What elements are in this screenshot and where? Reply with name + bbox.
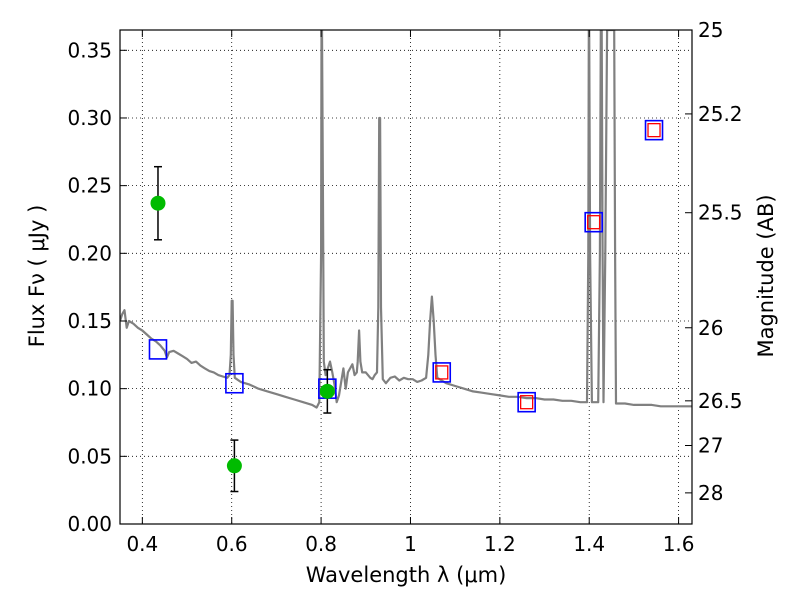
right-axis-title: Magnitude (AB)	[754, 194, 778, 357]
model-band-inner-square	[587, 215, 601, 230]
axes-frame	[119, 29, 693, 525]
y-tick-label: 0.30	[67, 106, 112, 130]
model-band-inner-square	[435, 365, 449, 380]
plot-area	[120, 30, 692, 493]
right-tick-label: 26	[698, 316, 723, 340]
x-tick-label: 0.8	[305, 532, 337, 556]
right-tick-label: 25.5	[698, 201, 743, 225]
right-tick-label: 28	[698, 481, 723, 505]
right-tick-label: 25	[698, 18, 723, 42]
y-tick-label: 0.05	[67, 444, 112, 468]
y-tick-label: 0.20	[67, 241, 112, 265]
x-tick-label: 0.4	[126, 532, 158, 556]
photometry-point	[319, 383, 335, 399]
x-tick-label: 1	[404, 532, 417, 556]
y-tick-label: 0.15	[67, 309, 112, 333]
axes-frame-rect	[119, 29, 693, 525]
y-tick-label: 0.35	[67, 38, 112, 62]
right-tick-label: 27	[698, 434, 723, 458]
x-tick-label: 1.4	[573, 532, 605, 556]
model-band-square	[644, 119, 664, 141]
model-band-square	[148, 339, 168, 360]
y-tick-label: 0.00	[67, 512, 112, 536]
y-axis-title: Flux Fν ( μJy )	[25, 205, 49, 348]
photometry-point	[226, 458, 242, 474]
model-band-inner-square	[520, 395, 534, 410]
x-tick-label: 1.2	[484, 532, 516, 556]
y-tick-label: 0.10	[67, 377, 112, 401]
x-axis-title: Wavelength λ (μm)	[306, 563, 507, 587]
photometry-point	[150, 195, 166, 211]
x-tick-label: 0.6	[216, 532, 248, 556]
model-band-inner-square	[647, 123, 661, 138]
x-tick-label: 1.6	[663, 532, 695, 556]
right-tick-label: 25.2	[698, 102, 743, 126]
right-tick-label: 26.5	[698, 389, 743, 413]
model-band-square	[584, 211, 603, 233]
model-band-square	[517, 391, 536, 413]
model-band-square	[432, 362, 452, 383]
model-spectrum-line	[120, 30, 692, 409]
tick-marks: 0.4 0.6 0.8 1 1.2 1.4 1.6 0.00 0.05 0.10 0.15 0.20 0…	[67, 18, 742, 556]
y-tick-label: 0.25	[67, 174, 112, 198]
model-band-square	[225, 372, 244, 394]
